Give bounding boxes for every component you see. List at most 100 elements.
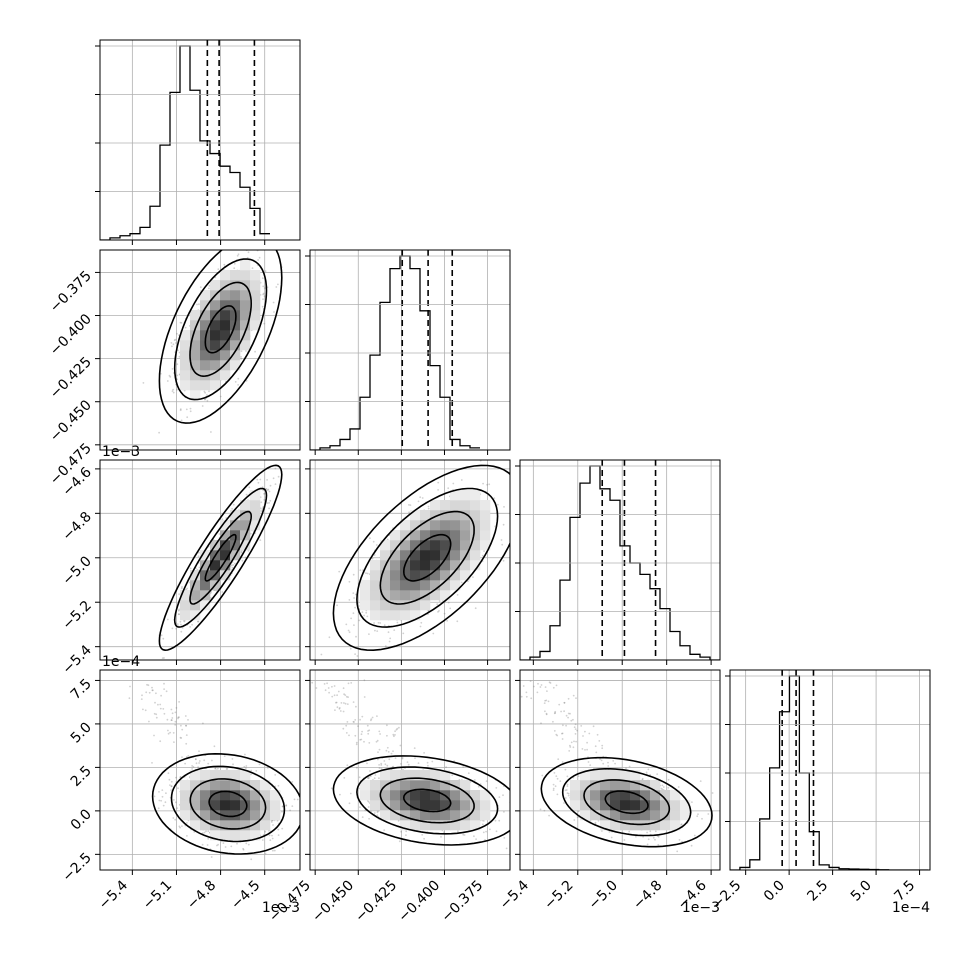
density-cell <box>250 270 261 281</box>
density-cell <box>460 520 471 531</box>
density-cell <box>410 610 421 621</box>
sample-point <box>328 636 331 639</box>
sample-point <box>210 591 212 594</box>
sample-point <box>164 801 167 804</box>
sample-point <box>176 378 179 381</box>
density-cell <box>210 300 221 311</box>
sample-point <box>177 349 179 352</box>
sample-point <box>232 503 235 506</box>
sample-point <box>210 597 212 599</box>
y-tick-label: −0.375 <box>47 268 95 316</box>
density-cell <box>200 600 211 611</box>
sample-point <box>281 805 284 808</box>
sample-point <box>437 481 440 484</box>
sample-point <box>467 580 469 583</box>
density-cell <box>430 500 441 511</box>
sample-point <box>265 488 268 490</box>
sample-point <box>241 559 244 562</box>
sample-point <box>274 483 277 485</box>
sample-point <box>266 489 269 491</box>
sample-point <box>263 499 266 501</box>
sample-point <box>178 608 181 611</box>
contour-line <box>379 510 475 605</box>
sample-point <box>178 593 181 595</box>
density-cell <box>390 570 401 581</box>
density-cell <box>460 550 471 561</box>
density-cell <box>200 290 211 301</box>
sample-point <box>198 303 200 306</box>
sample-point <box>203 390 206 393</box>
sample-point <box>408 504 410 506</box>
y-tick-label: −5.2 <box>59 598 94 633</box>
sample-point <box>373 554 376 556</box>
sample-point <box>272 477 275 480</box>
sample-point <box>348 599 351 601</box>
density-cell <box>220 280 231 291</box>
density-cell <box>230 290 241 301</box>
sample-point <box>272 849 274 852</box>
sample-point <box>179 408 182 410</box>
sample-point <box>456 594 459 596</box>
density-cell <box>360 600 371 611</box>
density-cell <box>450 490 461 501</box>
sample-point <box>179 321 182 324</box>
sample-point <box>354 593 357 596</box>
sample-point <box>244 753 246 756</box>
sample-point <box>186 416 189 419</box>
sample-point <box>438 600 441 602</box>
sample-point <box>268 507 270 510</box>
sample-point <box>168 374 171 377</box>
density-cell <box>420 520 431 531</box>
sample-point <box>456 620 459 623</box>
density-cell <box>240 290 251 301</box>
sample-point <box>248 486 251 489</box>
density-cell <box>380 590 391 601</box>
sample-point <box>162 637 165 640</box>
sample-point <box>208 287 210 290</box>
sample-point <box>354 653 356 655</box>
sample-point <box>217 843 220 846</box>
sample-point <box>366 615 369 618</box>
sample-point <box>171 368 174 370</box>
density-cell <box>250 500 261 511</box>
sample-point <box>272 301 275 304</box>
sample-point <box>251 267 254 269</box>
density-cell <box>430 580 441 591</box>
density-cell <box>250 490 261 501</box>
sample-point <box>472 576 474 578</box>
density-cell <box>250 310 261 321</box>
sample-point <box>372 540 375 543</box>
panel-frame <box>309 459 511 661</box>
sample-point <box>240 357 243 360</box>
sample-point <box>263 493 265 495</box>
density-cell <box>410 510 421 521</box>
sample-point <box>230 845 233 848</box>
density-cell <box>470 560 481 571</box>
density-cell <box>220 570 231 581</box>
sample-point <box>262 293 264 296</box>
sample-point <box>436 603 439 606</box>
density-cell <box>450 560 461 571</box>
sample-point <box>206 399 209 402</box>
sample-point <box>218 533 221 535</box>
sample-point <box>285 805 287 807</box>
histogram-panel-p0 <box>95 39 301 245</box>
sample-point <box>262 292 265 295</box>
density-cell <box>440 520 451 531</box>
density-cell <box>210 330 221 341</box>
density-cell <box>240 310 251 321</box>
sample-point <box>181 586 183 588</box>
panel-frame <box>99 249 301 451</box>
sample-point <box>437 489 439 491</box>
density-cell <box>380 610 391 621</box>
sample-point <box>481 554 484 557</box>
density-cell <box>410 560 421 571</box>
density-cell <box>430 520 441 531</box>
y-tick-label: −0.400 <box>47 311 95 359</box>
sample-point <box>369 537 371 540</box>
density-cell <box>450 510 461 521</box>
density-cell <box>180 600 191 611</box>
density-cell <box>200 370 211 381</box>
density-cell <box>380 570 391 581</box>
histogram-panel-p1 <box>305 249 511 455</box>
